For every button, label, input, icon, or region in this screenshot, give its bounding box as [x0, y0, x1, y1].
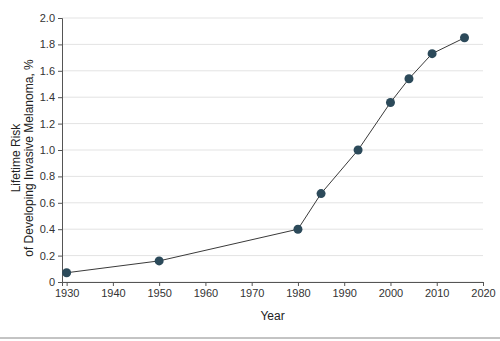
tick-label: 0.6	[40, 197, 55, 209]
tick: 2020	[471, 282, 495, 299]
tick-label: 0.8	[40, 170, 55, 182]
grid-line	[62, 255, 483, 256]
tick-label: 1970	[240, 287, 264, 299]
tick-label: 1960	[194, 287, 218, 299]
y-axis-title: of Developing Invasive Melanoma, %	[22, 59, 36, 257]
rule	[0, 338, 500, 339]
tick-mark	[58, 71, 62, 72]
y-axis-title: Lifetime Risk	[9, 123, 23, 193]
tick-mark	[58, 176, 62, 177]
tick-mark	[252, 282, 253, 286]
tick-mark	[58, 44, 62, 45]
tick: 2000	[379, 282, 403, 299]
tick-label: 0	[49, 276, 55, 288]
tick: 1940	[101, 282, 125, 299]
tick-mark	[437, 282, 438, 286]
tick-label: 0.2	[40, 250, 55, 262]
plot: 1930 1940 1950 1960 1970 1980 1990 2000 2010 2020…	[40, 12, 496, 299]
x-axis-title: Year	[260, 309, 284, 323]
tick-mark	[58, 97, 62, 98]
tick: 1.4	[40, 91, 62, 103]
point	[317, 189, 326, 198]
tick-mark	[298, 282, 299, 286]
tick: 1.8	[40, 38, 62, 50]
grid-line	[62, 44, 483, 45]
tick-label: 1.4	[40, 91, 55, 103]
tick-mark	[205, 282, 206, 286]
grid-line	[62, 202, 483, 203]
point	[155, 256, 164, 265]
tick-label: 1950	[147, 287, 171, 299]
tick: 1990	[332, 282, 356, 299]
tick: 1.6	[40, 65, 62, 77]
tick-label: 1.8	[40, 38, 55, 50]
tick-label: 2020	[471, 287, 495, 299]
tick-mark	[344, 282, 345, 286]
tick: 1960	[194, 282, 218, 299]
tick-label: 1940	[101, 287, 125, 299]
tick-mark	[58, 150, 62, 151]
tick-label: 1.6	[40, 65, 55, 77]
point	[460, 33, 469, 42]
axis-line	[63, 283, 484, 287]
grid-line	[62, 176, 483, 177]
tick: 0.6	[40, 197, 62, 209]
tick-mark	[58, 124, 62, 125]
point	[404, 74, 413, 83]
grid-line	[62, 70, 483, 71]
tick-label: 2010	[425, 287, 449, 299]
grid-line	[62, 150, 483, 151]
tick: 2010	[425, 282, 449, 299]
line	[67, 38, 465, 273]
tick: 0.4	[40, 223, 62, 235]
tick-label: 0.4	[40, 223, 55, 235]
grid-line	[62, 123, 483, 124]
tick: 1950	[147, 282, 171, 299]
tick: 1930	[55, 282, 79, 299]
point	[428, 49, 437, 58]
tick-mark	[159, 282, 160, 286]
tick: 0	[49, 276, 62, 288]
tick-mark	[390, 282, 391, 286]
tick-mark	[58, 256, 62, 257]
tick-mark	[67, 282, 68, 286]
tick-label: 1990	[332, 287, 356, 299]
marks	[62, 33, 469, 277]
tick-mark	[113, 282, 114, 286]
tick-label: 1.2	[40, 118, 55, 130]
grid	[62, 18, 483, 282]
tick-mark	[58, 229, 62, 230]
x-axis: 1930 1940 1950 1960 1970 1980 1990 2000 2010 2020	[55, 282, 496, 299]
tick-label: 1930	[55, 287, 79, 299]
tick: 1.2	[40, 118, 62, 130]
tick: 1980	[286, 282, 310, 299]
point	[62, 268, 71, 277]
tick-mark	[58, 282, 62, 283]
tick-mark	[58, 203, 62, 204]
point	[293, 225, 302, 234]
tick-label: 2000	[379, 287, 403, 299]
point	[354, 146, 363, 155]
grid-line	[62, 229, 483, 230]
tick: 0.2	[40, 250, 62, 262]
tick: 0.8	[40, 170, 62, 182]
chart: 1930 1940 1950 1960 1970 1980 1990 2000 2010 2020…	[0, 0, 500, 341]
tick: 1.0	[40, 144, 62, 156]
tick-mark	[58, 18, 62, 19]
tick-label: 1.0	[40, 144, 55, 156]
axis-line	[58, 19, 63, 283]
tick-mark	[483, 282, 484, 286]
grid-line	[62, 97, 483, 98]
point	[386, 98, 395, 107]
tick-label: 1980	[286, 287, 310, 299]
tick-label: 2.0	[40, 12, 55, 24]
tick: 2.0	[40, 12, 62, 24]
y-axis: 0 0.2 0.4 0.6 0.8 1.0 1.2 1.4 1.6 1.8 2.0	[40, 12, 63, 288]
grid-line	[62, 18, 483, 19]
tick: 1970	[240, 282, 264, 299]
